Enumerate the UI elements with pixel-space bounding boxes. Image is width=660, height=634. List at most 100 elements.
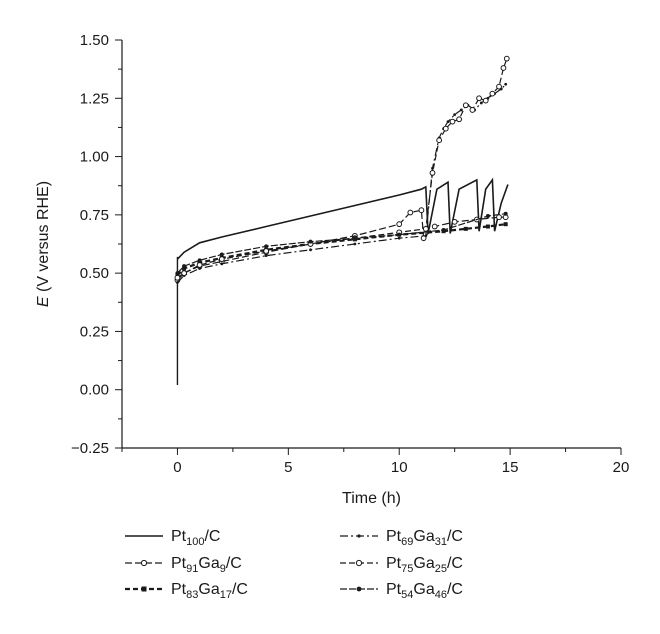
data-point (181, 270, 187, 277)
data-point (456, 116, 463, 123)
y-axis-title-unit: (V versus RHE) (35, 181, 52, 297)
legend-item-6: Pt54Ga46/C (340, 581, 463, 601)
y-tick-label: 0.25 (80, 323, 109, 340)
series-4-line (176, 83, 507, 283)
data-point (352, 236, 357, 241)
series-layer (174, 55, 510, 386)
data-point (422, 225, 429, 232)
x-tick-label: 10 (391, 459, 408, 476)
legend-label: Pt75Ga25/C (386, 555, 463, 575)
series-6 (175, 211, 508, 276)
data-point (459, 108, 463, 112)
data-point (436, 137, 443, 144)
legend: Pt100/C Pt91Ga9/C Pt83Ga17/C Pt69Ga31/C Pt75… (125, 528, 463, 601)
data-point (220, 262, 224, 266)
y-tick-label: −0.25 (71, 440, 109, 457)
data-point (451, 218, 458, 225)
y-tick-label: 1.25 (80, 90, 109, 107)
x-tick-label: 5 (284, 459, 292, 476)
data-point (308, 239, 313, 244)
series-1-line (176, 177, 509, 260)
series-3 (175, 222, 508, 278)
legend-label: Pt69Ga31/C (386, 528, 463, 548)
legend-label: Pt54Ga46/C (386, 581, 463, 601)
y-tick-label: 1.50 (80, 32, 109, 49)
data-point (197, 258, 202, 263)
series-2-line (176, 209, 506, 281)
legend-item-1: Pt100/C (125, 528, 220, 548)
x-tick-label: 20 (613, 459, 630, 476)
data-point (420, 235, 427, 242)
data-point (496, 214, 502, 221)
data-point (407, 209, 414, 216)
data-point (424, 234, 428, 238)
data-point (429, 169, 436, 176)
data-point (476, 95, 482, 102)
data-point (463, 226, 468, 231)
data-point (503, 55, 510, 62)
data-point (453, 113, 457, 117)
x-axis-title: Time (h) (342, 490, 401, 507)
data-point (479, 101, 483, 105)
y-tick-label: 0.75 (80, 207, 109, 224)
legend-marker (141, 586, 147, 592)
legend-marker (357, 534, 361, 538)
data-point (182, 266, 187, 271)
data-point (431, 223, 438, 230)
data-point (218, 256, 225, 263)
data-point (469, 107, 476, 113)
data-point (482, 97, 489, 104)
legend-marker (355, 559, 363, 567)
legend-item-4: Pt69Ga31/C (340, 528, 463, 548)
data-point (309, 248, 312, 252)
legend-item-5: Pt75Ga25/C (340, 555, 463, 575)
data-point (353, 242, 357, 246)
y-axis-title: E (V versus RHE) (35, 181, 52, 307)
data-point (441, 228, 446, 233)
data-point (496, 83, 502, 90)
series-5-line (177, 58, 508, 279)
axes: 0 5 10 15 20 −0.25 0.00 0.25 0.50 0.75 1.00 1.25 1.5… (71, 32, 629, 476)
data-point (397, 232, 402, 237)
data-point (485, 214, 490, 219)
data-point (219, 252, 224, 257)
legend-item-3: Pt83Ga17/C (125, 581, 248, 601)
y-tick-label: 1.00 (80, 149, 109, 166)
data-point (264, 254, 268, 258)
legend-label: Pt100/C (171, 528, 220, 548)
legend-item-2: Pt91Ga9/C (125, 555, 242, 575)
y-tick-label: 0.50 (80, 265, 109, 282)
legend-label: Pt83Ga17/C (171, 581, 248, 601)
legend-label: Pt91Ga9/C (171, 555, 242, 575)
data-point (442, 125, 449, 132)
y-axis-title-symbol: E (35, 296, 52, 307)
data-point (418, 207, 425, 214)
x-tick-label: 15 (502, 459, 519, 476)
legend-marker (140, 559, 148, 567)
series-5 (174, 55, 510, 281)
data-point (503, 211, 508, 216)
data-point (503, 222, 508, 227)
data-point (449, 118, 456, 125)
data-point (489, 90, 496, 97)
data-point (175, 271, 180, 276)
data-point (504, 82, 508, 86)
series-2 (174, 207, 509, 284)
data-point (396, 221, 403, 228)
data-point (500, 65, 507, 71)
series-3-line (176, 223, 506, 277)
data-point (485, 224, 490, 229)
data-point (462, 102, 469, 109)
series-1 (176, 177, 509, 386)
data-point (263, 248, 270, 254)
y-tick-label: 0.00 (80, 382, 109, 399)
data-point (174, 274, 181, 281)
series-4 (176, 82, 508, 284)
data-point (196, 262, 203, 268)
legend-marker (356, 586, 362, 592)
data-point (176, 281, 179, 284)
data-point (182, 264, 187, 269)
x-tick-label: 0 (173, 459, 181, 476)
data-point (264, 244, 269, 249)
